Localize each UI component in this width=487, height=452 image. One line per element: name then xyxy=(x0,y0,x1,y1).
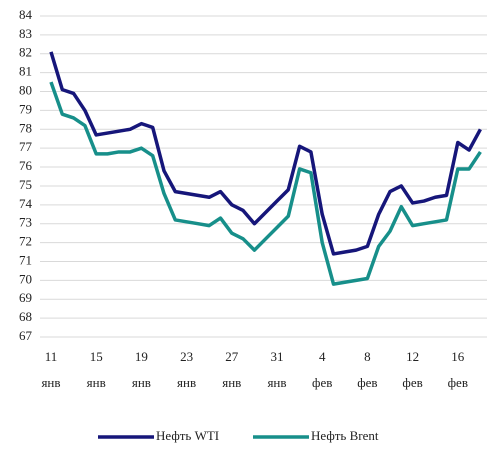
x-tick-label: янв xyxy=(41,375,60,390)
x-tick-label: янв xyxy=(222,375,241,390)
x-tick-label: фев xyxy=(402,375,422,390)
y-tick-label: 71 xyxy=(19,252,32,267)
y-tick-label: 67 xyxy=(19,328,33,343)
x-tick-label: 19 xyxy=(135,349,148,364)
y-tick-label: 69 xyxy=(19,290,32,305)
y-tick-label: 80 xyxy=(19,83,32,98)
y-tick-label: 83 xyxy=(19,26,32,41)
x-tick-label: фев xyxy=(357,375,377,390)
x-tick-label: 11 xyxy=(45,349,58,364)
x-tick-label: янв xyxy=(132,375,151,390)
x-tick-label: 4 xyxy=(319,349,326,364)
line-series xyxy=(49,51,482,256)
y-tick-label: 70 xyxy=(19,271,32,286)
y-tick-label: 75 xyxy=(19,177,32,192)
legend-label: Нефть WTI xyxy=(156,428,219,443)
x-tick-label: 15 xyxy=(90,349,103,364)
y-tick-label: 78 xyxy=(19,120,32,135)
y-tick-label: 77 xyxy=(19,139,33,154)
x-tick-label: 27 xyxy=(225,349,239,364)
x-tick-label: 31 xyxy=(271,349,284,364)
x-tick-label: янв xyxy=(177,375,196,390)
y-tick-label: 84 xyxy=(19,7,33,22)
x-tick-label: 8 xyxy=(364,349,371,364)
y-tick-label: 82 xyxy=(19,45,32,60)
x-tick-label: фев xyxy=(448,375,468,390)
y-tick-label: 79 xyxy=(19,101,32,116)
y-tick-label: 76 xyxy=(19,158,33,173)
y-tick-label: 81 xyxy=(19,64,32,79)
x-tick-label: янв xyxy=(267,375,286,390)
x-tick-label: янв xyxy=(87,375,106,390)
line-series xyxy=(49,81,482,286)
x-tick-label: 12 xyxy=(406,349,419,364)
legend-label: Нефть Brent xyxy=(311,428,379,443)
y-tick-label: 74 xyxy=(19,196,33,211)
y-tick-label: 73 xyxy=(19,215,32,230)
x-tick-label: 23 xyxy=(180,349,193,364)
y-tick-label: 68 xyxy=(19,309,32,324)
x-tick-label: фев xyxy=(312,375,332,390)
y-tick-label: 72 xyxy=(19,234,32,249)
x-tick-label: 16 xyxy=(451,349,465,364)
